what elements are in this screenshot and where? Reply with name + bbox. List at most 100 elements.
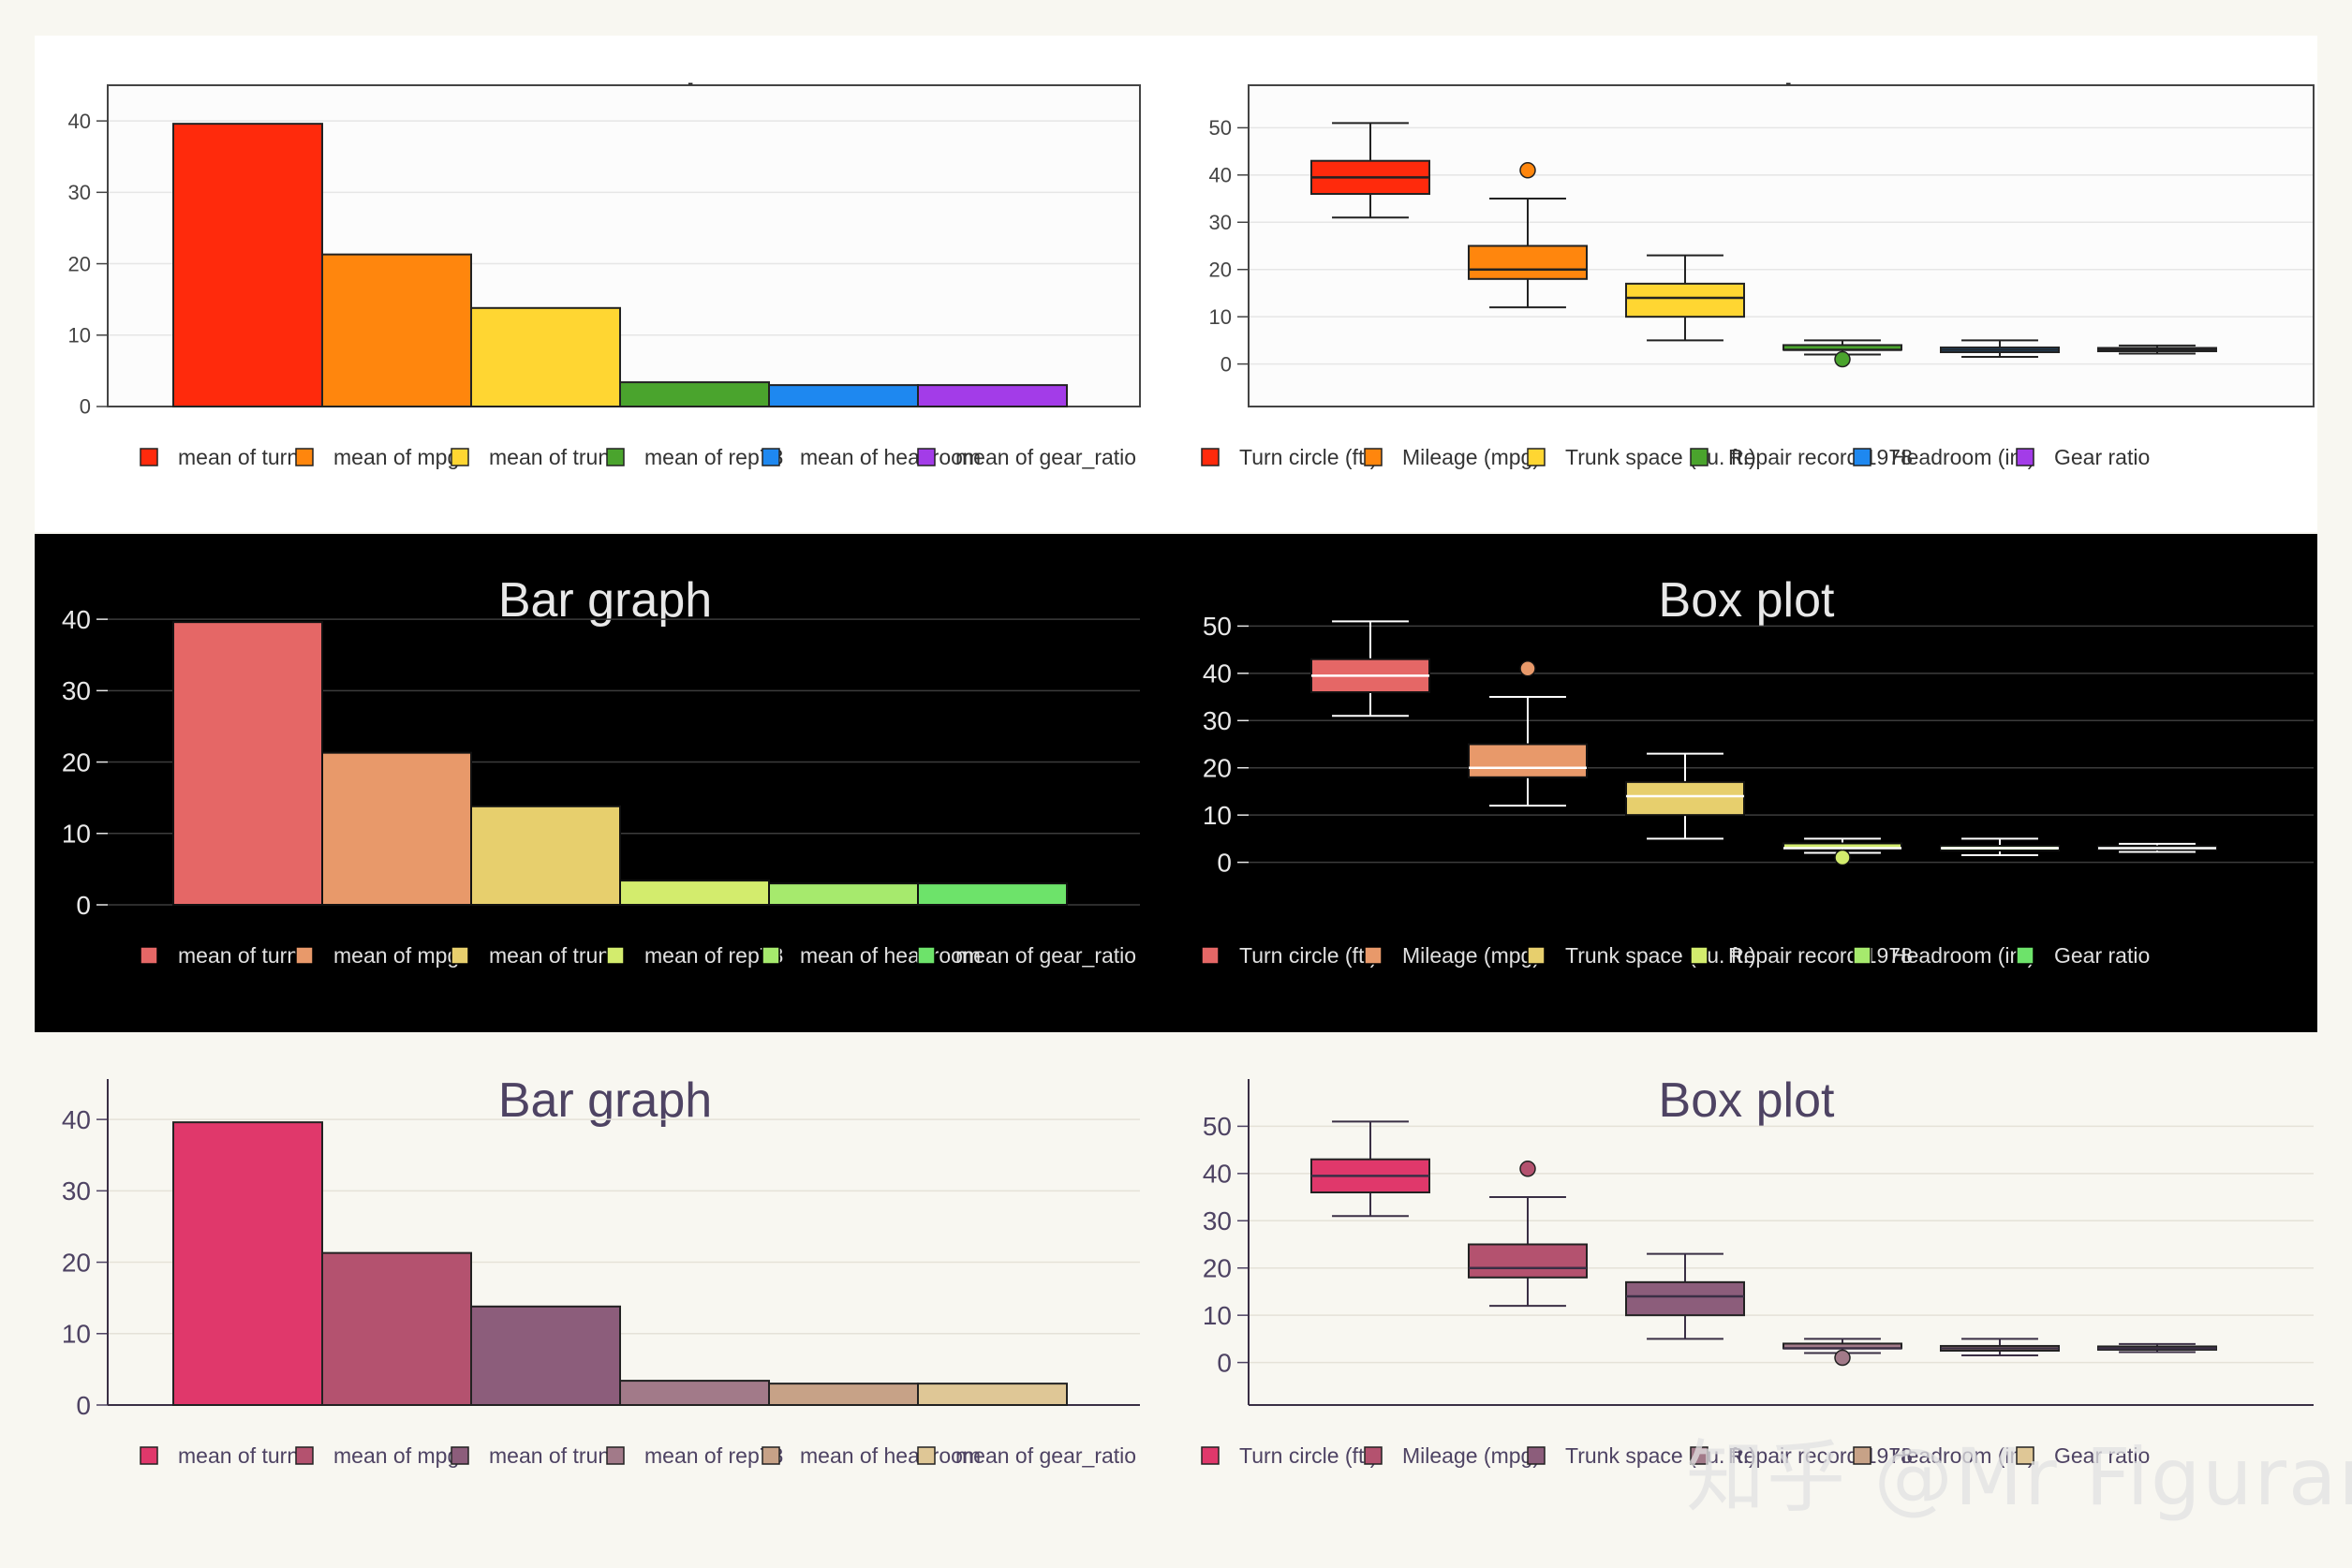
legend-label: mean of headroom	[800, 445, 981, 469]
bar	[173, 1122, 322, 1405]
legend-swatch	[1528, 449, 1545, 466]
legend-swatch	[607, 449, 624, 466]
legend-label: mean of gear_ratio	[955, 1443, 1136, 1468]
y-tick-label: 40	[1203, 1160, 1232, 1189]
legend-swatch	[762, 449, 779, 466]
legend-swatch	[296, 1447, 313, 1464]
bar	[322, 753, 471, 905]
y-tick-label: 30	[62, 1176, 91, 1206]
legend-swatch	[2017, 449, 2034, 466]
legend-swatch	[1202, 947, 1219, 964]
legend-swatch	[607, 947, 624, 964]
legend-label: Repair record 1978	[1728, 943, 1913, 968]
box	[1469, 745, 1587, 777]
outlier-point	[1520, 1161, 1535, 1176]
legend-swatch	[141, 947, 157, 964]
box-plot-dark: Box plot 0 10 20 30 40 50 Turn circle (ft.) Mile…	[1176, 534, 2317, 1032]
legend-swatch	[762, 947, 779, 964]
bar	[471, 1307, 620, 1405]
bar-graph-light: Bar graph010203040mean of turnmean of mp…	[35, 36, 1176, 532]
legend-swatch	[141, 1447, 157, 1464]
legend-label: mean of turn	[178, 1443, 299, 1468]
y-tick-label: 20	[62, 1248, 91, 1277]
legend-swatch	[2017, 947, 2034, 964]
y-tick-label: 40	[1209, 164, 1232, 187]
bar	[918, 883, 1067, 905]
legend-swatch	[1365, 449, 1382, 466]
outlier-point	[1835, 1351, 1850, 1366]
y-tick-label: 20	[68, 252, 91, 275]
legend-label: mean of trunk	[489, 1443, 621, 1468]
legend-label: mean of trunk	[489, 943, 621, 968]
legend-swatch	[1854, 947, 1871, 964]
y-tick-label: 0	[80, 395, 91, 419]
legend-swatch	[1365, 947, 1382, 964]
bar	[322, 1253, 471, 1405]
legend-swatch	[296, 449, 313, 466]
bar	[620, 382, 769, 407]
legend-label: Gear ratio	[2054, 943, 2150, 968]
y-tick-label: 0	[1217, 848, 1232, 877]
legend-swatch	[1528, 1447, 1545, 1464]
y-tick-label: 40	[62, 605, 91, 634]
legend-label: Gear ratio	[2054, 445, 2150, 469]
box	[1626, 1282, 1744, 1315]
legend-label: mean of headroom	[800, 1443, 981, 1468]
y-tick-label: 0	[76, 891, 91, 920]
legend-swatch	[451, 449, 468, 466]
y-tick-label: 10	[1209, 305, 1232, 329]
y-tick-label: 30	[68, 181, 91, 204]
light-theme-row: Bar graph010203040mean of turnmean of mp…	[35, 36, 2317, 532]
watermark-text: 知乎 @Mr Figurant	[1686, 1414, 2352, 1528]
y-tick-label: 40	[62, 1105, 91, 1134]
legend-label: Turn circle (ft.)	[1239, 1443, 1377, 1468]
legend-label: mean of gear_ratio	[955, 445, 1136, 469]
legend-label: Mileage (mpg)	[1402, 943, 1540, 968]
legend-label: mean of turn	[178, 943, 299, 968]
legend-swatch	[451, 1447, 468, 1464]
outlier-point	[1835, 851, 1850, 865]
bar	[620, 880, 769, 905]
bar	[173, 622, 322, 905]
legend-label: mean of gear_ratio	[955, 943, 1136, 968]
legend-label: mean of mpg	[333, 943, 459, 968]
chart-title: Box plot	[1659, 573, 1835, 628]
outlier-point	[1520, 163, 1535, 178]
y-tick-label: 10	[62, 1320, 91, 1349]
legend-swatch	[1202, 1447, 1219, 1464]
bar	[471, 308, 620, 407]
legend-swatch	[296, 947, 313, 964]
legend-label: Turn circle (ft.)	[1239, 445, 1377, 469]
y-tick-label: 20	[62, 747, 91, 777]
y-tick-label: 30	[1209, 211, 1232, 234]
bar	[918, 385, 1067, 407]
y-tick-label: 50	[1203, 1112, 1232, 1141]
legend-label: Headroom (in.)	[1891, 445, 2034, 469]
box	[1469, 1245, 1587, 1278]
legend-swatch	[607, 1447, 624, 1464]
legend-label: Headroom (in.)	[1891, 943, 2034, 968]
y-tick-label: 10	[62, 820, 91, 849]
bar	[173, 124, 322, 407]
bar	[918, 1383, 1067, 1405]
y-tick-label: 30	[1203, 706, 1232, 735]
bar-graph-dark: Bar graph010203040mean of turn mean of mp…	[35, 534, 1176, 1032]
legend-swatch	[451, 947, 468, 964]
bar	[471, 806, 620, 905]
bar	[322, 255, 471, 407]
legend-label: mean of mpg	[333, 445, 459, 469]
y-tick-label: 40	[1203, 659, 1232, 688]
legend-label: Mileage (mpg)	[1402, 445, 1540, 469]
legend-label: mean of headroom	[800, 943, 981, 968]
outlier-point	[1835, 352, 1850, 367]
y-tick-label: 20	[1203, 754, 1232, 783]
box	[1626, 782, 1744, 815]
legend-swatch	[1365, 1447, 1382, 1464]
legend-swatch	[1691, 449, 1708, 466]
legend-swatch	[1202, 449, 1219, 466]
y-tick-label: 0	[76, 1391, 91, 1420]
legend-swatch	[1691, 947, 1708, 964]
chart-title: Box plot	[1659, 1073, 1835, 1128]
y-tick-label: 30	[1203, 1206, 1232, 1235]
